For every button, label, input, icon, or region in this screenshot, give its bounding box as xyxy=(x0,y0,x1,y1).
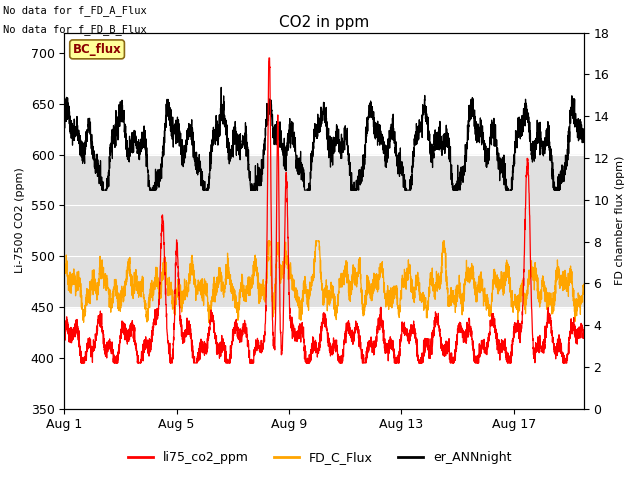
Text: No data for f_FD_B_Flux: No data for f_FD_B_Flux xyxy=(3,24,147,35)
Y-axis label: FD chamber flux (ppm): FD chamber flux (ppm) xyxy=(615,156,625,285)
Y-axis label: Li-7500 CO2 (ppm): Li-7500 CO2 (ppm) xyxy=(15,168,25,274)
Title: CO2 in ppm: CO2 in ppm xyxy=(279,15,369,30)
Text: No data for f_FD_A_Flux: No data for f_FD_A_Flux xyxy=(3,5,147,16)
Legend: li75_co2_ppm, FD_C_Flux, er_ANNnight: li75_co2_ppm, FD_C_Flux, er_ANNnight xyxy=(124,446,516,469)
Text: BC_flux: BC_flux xyxy=(73,43,122,56)
Bar xyxy=(64,155,584,307)
